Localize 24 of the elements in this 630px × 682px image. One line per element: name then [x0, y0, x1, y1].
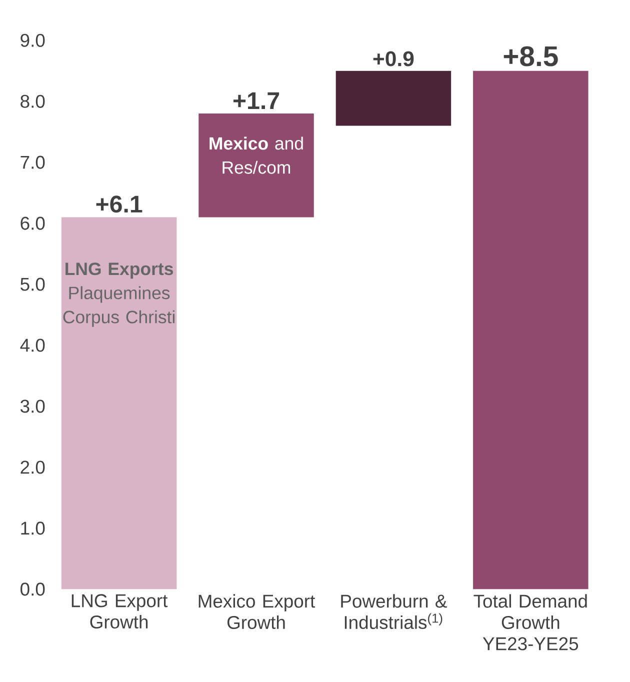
- x-tick-label: Total Demand Growth YE23-YE25: [474, 594, 588, 650]
- annotation: Mexico and Res/com: [210, 136, 304, 174]
- y-tick-label: 3.0: [20, 400, 45, 413]
- bar: [473, 70, 589, 590]
- y-tick-label: 5.0: [20, 278, 45, 291]
- data-label: +1.7: [234, 92, 280, 110]
- data-label: +6.1: [96, 196, 142, 213]
- data-label: +0.9: [374, 51, 414, 66]
- bar: [336, 70, 452, 126]
- x-tick-label: Powerburn & Industrials$^{(1)}$: [341, 594, 448, 630]
- x-tick-label: LNG Export Growth: [72, 594, 168, 629]
- bar: [198, 114, 314, 218]
- annotation: LNG Exports Plaquemines Corpus Christi: [64, 262, 175, 327]
- y-tick-label: 6.0: [20, 216, 45, 230]
- y-tick-label: 2.0: [20, 460, 45, 474]
- y-tick-label: 9.0: [20, 34, 45, 47]
- y-tick-label: 1.0: [21, 522, 45, 535]
- bar: [62, 217, 177, 590]
- y-tick-label: 0.0: [20, 582, 45, 596]
- y-tick-label: 4.0: [20, 338, 45, 352]
- y-tick-label: 8.0: [20, 94, 45, 108]
- x-tick-label: Mexico Export Growth: [199, 594, 316, 630]
- data-label: +8.5: [504, 46, 558, 66]
- y-tick-label: 7.0: [20, 156, 45, 169]
